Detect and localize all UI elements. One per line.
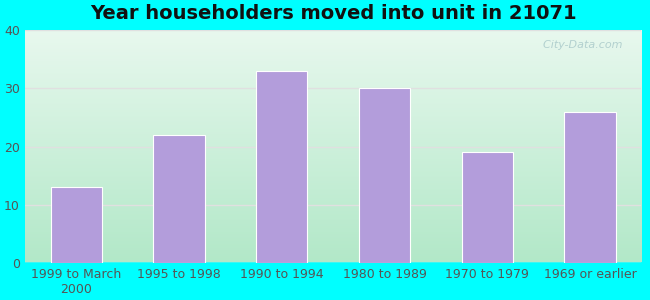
- Bar: [359, 88, 410, 263]
- Bar: [564, 112, 616, 263]
- Bar: [51, 187, 102, 263]
- Text: City-Data.com: City-Data.com: [536, 40, 623, 50]
- Bar: [153, 135, 205, 263]
- Bar: [462, 152, 513, 263]
- Title: Year householders moved into unit in 21071: Year householders moved into unit in 210…: [90, 4, 577, 23]
- Bar: [256, 71, 307, 263]
